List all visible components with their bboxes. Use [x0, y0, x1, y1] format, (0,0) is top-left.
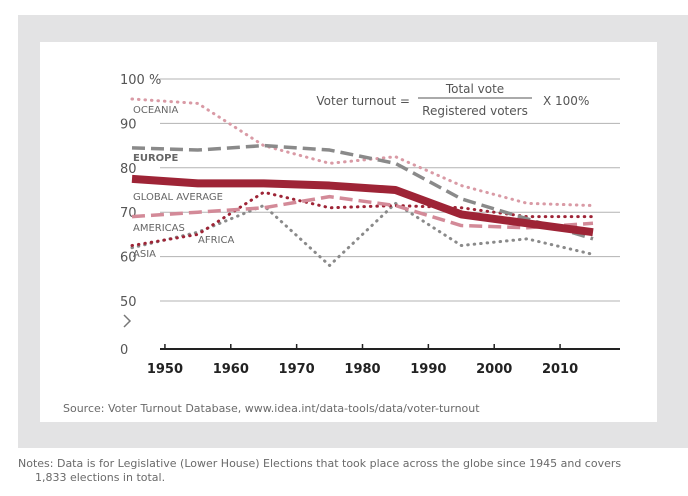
- series-labels: OCEANIA EUROPE GLOBAL AVERAGE AMERICAS AFRIC…: [133, 105, 234, 260]
- y-tick-label: 50: [120, 295, 137, 310]
- y-tick-label: 0: [120, 343, 128, 358]
- voter-turnout-chart: 100 % 90 80 70 60 50 0 1950 1960 1970 1980 1990 200…: [120, 73, 620, 377]
- series-label-asia: ASIA: [133, 249, 156, 260]
- x-tick-label: 2010: [542, 362, 578, 377]
- series-line-global-average: [131, 174, 594, 237]
- x-tick-label: 2000: [476, 362, 512, 377]
- formula-suffix: X 100%: [543, 94, 589, 108]
- series-line-africa: [130, 190, 595, 247]
- formula-denominator: Registered voters: [422, 104, 528, 118]
- grid: [160, 78, 620, 302]
- series-lines: [130, 97, 595, 267]
- axis-break-icon: [123, 314, 132, 328]
- series-label-global-average: GLOBAL AVERAGE: [133, 192, 223, 203]
- source-note: Source: Voter Turnout Database, www.idea…: [63, 402, 480, 415]
- series-line-europe: [131, 143, 594, 241]
- formula-numerator: Total vote: [445, 82, 504, 96]
- series-label-africa: AFRICA: [198, 235, 234, 246]
- x-tick-label: 1970: [279, 362, 315, 377]
- x-tick-label: 1950: [147, 362, 183, 377]
- y-tick-label: 70: [120, 206, 137, 221]
- turnout-formula: Voter turnout = Total vote Registered vote…: [316, 82, 589, 118]
- y-tick-label: 80: [120, 162, 137, 177]
- x-tick-label: 1990: [410, 362, 446, 377]
- x-tick-label: 1980: [344, 362, 380, 377]
- series-line-americas: [131, 194, 594, 230]
- notes-line-2: 1,833 elections in total.: [35, 471, 166, 484]
- y-tick-labels: 100 % 90 80 70 60 50 0: [120, 73, 161, 358]
- series-label-oceania: OCEANIA: [133, 105, 178, 116]
- notes-line-1: Notes: Data is for Legislative (Lower Ho…: [18, 457, 622, 470]
- series-line-oceania: [130, 97, 595, 208]
- x-tick-label: 1960: [213, 362, 249, 377]
- y-tick-label: 100 %: [120, 73, 161, 88]
- notes: Notes: Data is for Legislative (Lower Ho…: [18, 457, 678, 485]
- x-axis: [160, 344, 620, 350]
- chart-panel: 100 % 90 80 70 60 50 0 1950 1960 1970 1980 1990 200…: [40, 42, 657, 422]
- series-label-europe: EUROPE: [133, 153, 178, 164]
- formula-prefix: Voter turnout =: [316, 94, 410, 108]
- series-label-americas: AMERICAS: [133, 223, 185, 234]
- y-tick-label: 60: [120, 251, 137, 266]
- y-tick-label: 90: [120, 117, 137, 132]
- x-tick-labels: 1950 1960 1970 1980 1990 2000 2010: [147, 362, 578, 377]
